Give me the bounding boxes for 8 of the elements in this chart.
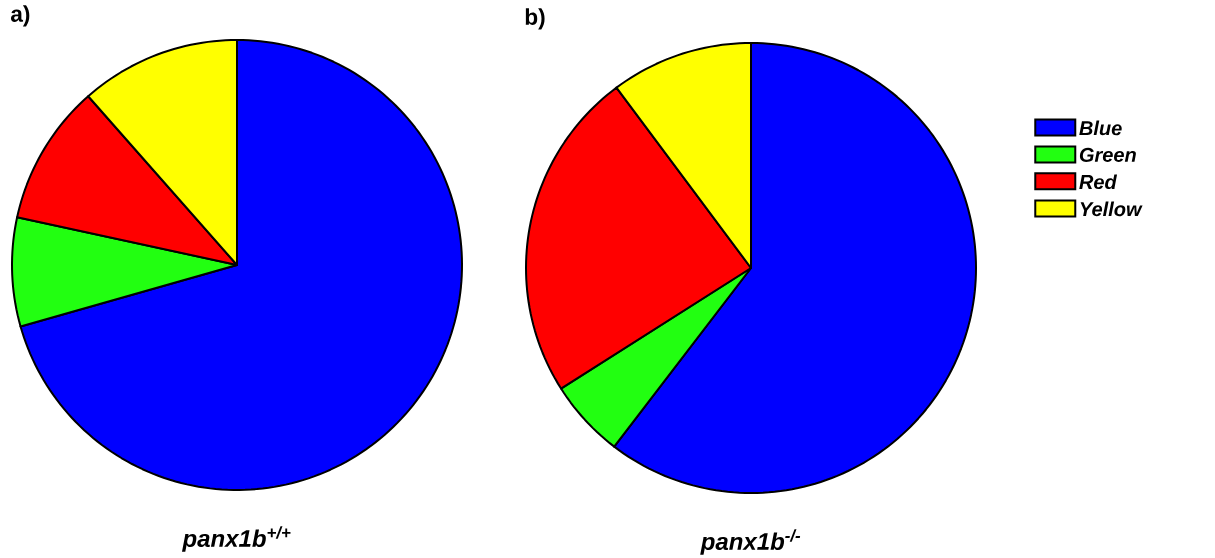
chart-title: a) [10,5,30,27]
legend-label: Yellow [1080,201,1143,217]
chart-title: b) [525,8,545,30]
legend-label: Green [1079,147,1136,162]
text: panx1b$^{-/-}$ [700,529,801,555]
legend-label: Red [1079,174,1118,190]
text: panx1b$^{+/+}$ [181,526,291,552]
legend-label: Blue [1079,120,1122,136]
